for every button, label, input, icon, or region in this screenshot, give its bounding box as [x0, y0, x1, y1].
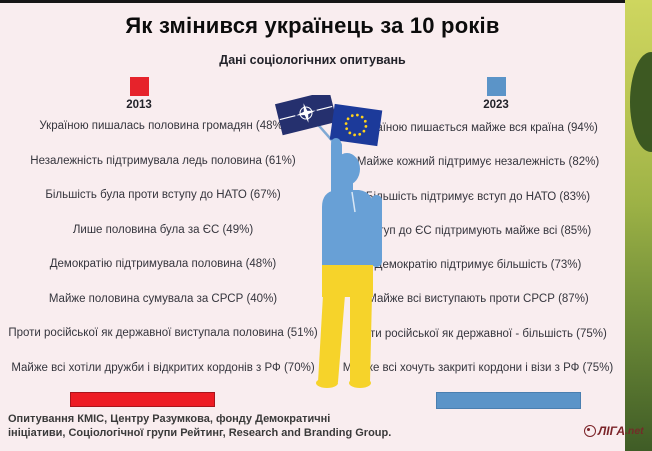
stat-2023-row: Більшість підтримує вступ до НАТО (83%) [365, 190, 591, 203]
person-silhouette [316, 138, 382, 388]
stat-2013-row: Україною пишалась половина громадян (48%… [39, 120, 287, 132]
stat-2023-row: Проти російської як державної - більшіст… [349, 327, 607, 340]
stat-2013-row: Майже всі хотіли дружби і відкритих корд… [11, 361, 315, 374]
bar-2023 [436, 392, 581, 409]
nato-flag-icon [274, 95, 338, 136]
stat-2023-row: Демократію підтримує більшість (73%) [374, 259, 582, 272]
source-note: Опитування КМІС, Центру Разумкова, фонду… [8, 412, 448, 440]
page-subtitle: Дані соціологічних опитувань [219, 53, 406, 67]
stat-2013-row: Майже половина сумувала за СРСР (40%) [48, 292, 278, 305]
background-blob [630, 52, 652, 152]
eu-flag-icon [329, 103, 383, 147]
legend-2013-label: 2013 [126, 99, 152, 111]
page-title: Як змінився українець за 10 років [125, 13, 500, 38]
stat-2023-row: Майже кожний підтримує незалежність (82%… [356, 156, 600, 169]
column-2023: Україною пишається майже вся країна (94%… [330, 121, 626, 375]
stat-2013-row: Лише половина була за ЄС (49%) [72, 223, 254, 236]
stat-2023-row: Майже всі виступають проти СРСР (87%) [367, 293, 589, 306]
top-border-strip [0, 0, 625, 3]
legend-2023-label: 2023 [483, 99, 509, 111]
stat-2013-row: Незалежність підтримувала ледь половина … [30, 154, 296, 167]
right-background-strip [625, 0, 652, 451]
stat-2013-row: Більшість була проти вступу до НАТО (67%… [45, 189, 281, 202]
liga-logo-suffix: .net [625, 425, 644, 437]
stat-2023-row: Майже всі хочуть закриті кордони і візи … [342, 361, 614, 374]
liga-logo-icon [584, 425, 596, 437]
stat-2023-row: Україною пишається майже вся країна (94%… [358, 122, 598, 134]
legend-2013-swatch [129, 77, 149, 96]
legend-2023-swatch [486, 77, 506, 96]
legend-2023: 2023 [466, 77, 526, 111]
column-2013: Україною пишалась половина громадян (48%… [8, 119, 318, 375]
person-with-flags-illustration [274, 95, 383, 388]
stat-2023-row: Вступ до ЄС підтримують майже всі (85%) [364, 224, 592, 237]
bar-2013 [70, 392, 215, 407]
source-line-1: Опитування КМІС, Центру Разумкова, фонду… [8, 413, 331, 425]
stat-2013-row: Проти російської як державної виступала … [8, 327, 318, 340]
stat-2013-row: Демократію підтримувала половина (48%) [49, 258, 277, 271]
source-line-2: ініціативи, Соціологічної групи Рейтинг,… [8, 427, 392, 439]
liga-net-logo: ЛІГА .net [584, 424, 644, 438]
liga-logo-text: ЛІГА [598, 424, 625, 438]
legend-2013: 2013 [109, 77, 169, 111]
